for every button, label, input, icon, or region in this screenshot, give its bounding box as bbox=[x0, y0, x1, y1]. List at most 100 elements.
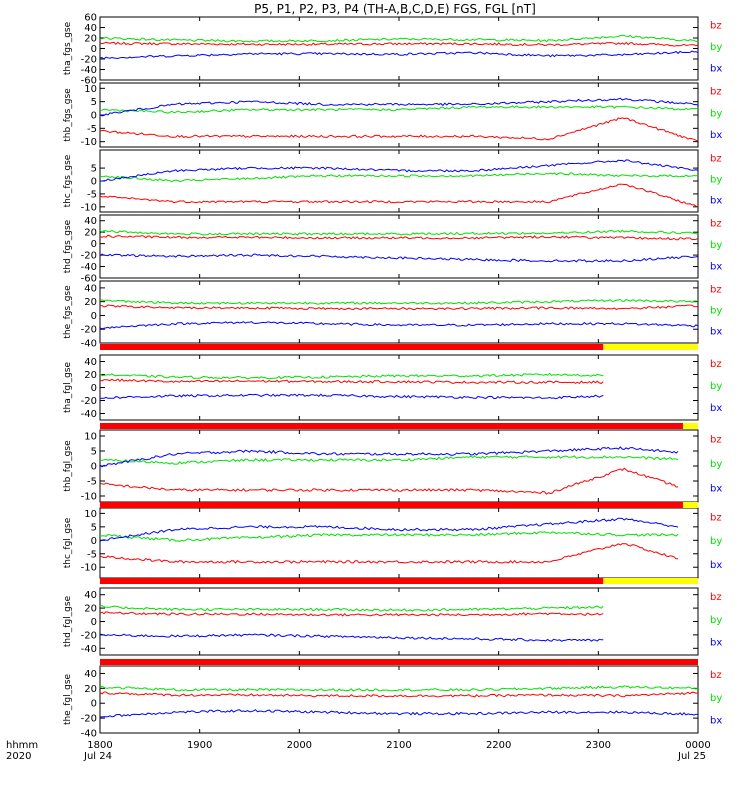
series-bx bbox=[99, 159, 699, 182]
series-by bbox=[99, 605, 604, 612]
y-tick-label: 20 bbox=[84, 684, 97, 695]
y-tick-label: -40 bbox=[81, 339, 97, 350]
y-tick-label: -5 bbox=[87, 549, 97, 560]
series-by bbox=[99, 172, 699, 183]
series-by bbox=[99, 372, 604, 380]
legend-bz: bz bbox=[710, 670, 722, 681]
y-tick-label: 0 bbox=[91, 239, 97, 250]
y-tick-label: -60 bbox=[81, 274, 97, 285]
mode-bar-red bbox=[100, 578, 604, 584]
series-bz bbox=[99, 611, 604, 617]
series-bz bbox=[99, 304, 699, 311]
y-tick-label: -5 bbox=[87, 477, 97, 488]
series-bx bbox=[99, 633, 604, 642]
mode-bar-yellow bbox=[603, 344, 698, 350]
y-tick-label: 40 bbox=[84, 283, 97, 294]
panel-the_fgl_gse: the_fgl_gse 40 20 0 -20 -40 bz by bx bbox=[63, 665, 722, 740]
y-tick-label: -10 bbox=[81, 563, 97, 574]
panels: tha_fgs_gse6040200-20-40-60bzbybxthb_fgs… bbox=[63, 13, 722, 740]
series-bx bbox=[99, 517, 679, 542]
y-tick-label: 20 bbox=[84, 228, 97, 239]
x-axis: hhmm 2020 Jul 24 Jul 25 1800 1900 2000 2100… bbox=[6, 740, 711, 762]
panel-thb_fgl_gse: thb_fgl_gse 10 5 0 -5 -10 bz by bx bbox=[63, 429, 722, 503]
legend-by: by bbox=[710, 536, 722, 547]
panel-ylabel: thc_fgs_gse bbox=[63, 154, 73, 207]
y-tick-label: 20 bbox=[84, 604, 97, 615]
legend-by: by bbox=[710, 693, 722, 704]
series-bx bbox=[99, 709, 699, 718]
x-date-right: Jul 25 bbox=[677, 751, 706, 762]
legend-by: by bbox=[710, 240, 722, 251]
panel-ylabel: thd_fgs_gse bbox=[63, 219, 73, 273]
y-tick-label: -20 bbox=[81, 630, 97, 641]
legend-bz: bz bbox=[710, 87, 722, 98]
panel-thd_fgl_gse: thd_fgl_gse 40 20 0 -20 -40 bz by bx bbox=[63, 587, 722, 656]
x-tick-label: 1800 bbox=[87, 740, 112, 751]
y-tick-label: 10 bbox=[84, 84, 97, 95]
series-bz bbox=[99, 183, 699, 208]
x-date-left: Jul 24 bbox=[83, 751, 112, 762]
mode-bar-yellow bbox=[603, 578, 698, 584]
y-tick-label: 0 bbox=[91, 44, 97, 55]
mode-bar-red bbox=[100, 502, 684, 508]
y-tick-label: 40 bbox=[84, 216, 97, 227]
legend-bz: bz bbox=[710, 219, 722, 230]
y-tick-label: -40 bbox=[81, 65, 97, 76]
x-corner-bottom: 2020 bbox=[6, 751, 31, 762]
panel-ylabel: the_fgl_gse bbox=[63, 673, 73, 725]
y-tick-label: 0 bbox=[91, 462, 97, 473]
series-bz bbox=[99, 467, 679, 495]
y-tick-label: -40 bbox=[81, 729, 97, 740]
y-tick-label: 20 bbox=[84, 297, 97, 308]
series-bz bbox=[99, 41, 699, 47]
legend-bz: bz bbox=[710, 435, 722, 446]
series-bx bbox=[99, 393, 604, 400]
legend-by: by bbox=[710, 615, 722, 626]
series-by bbox=[99, 455, 679, 465]
panel-ylabel: thd_fgl_gse bbox=[63, 595, 73, 647]
legend-by: by bbox=[710, 42, 722, 53]
y-tick-label: 0 bbox=[91, 617, 97, 628]
y-tick-label: -40 bbox=[81, 644, 97, 655]
legend-bx: bx bbox=[710, 560, 722, 571]
legend-bz: bz bbox=[710, 21, 722, 32]
series-bx bbox=[99, 446, 679, 468]
panel-frame bbox=[99, 16, 699, 81]
y-tick-label: 40 bbox=[84, 357, 97, 368]
legend-bz: bz bbox=[710, 512, 722, 523]
y-tick-label: 0 bbox=[91, 111, 97, 122]
mode-bars bbox=[100, 344, 698, 665]
legend-bx: bx bbox=[710, 196, 722, 207]
legend-by: by bbox=[710, 108, 722, 119]
chart-title: P5, P1, P2, P3, P4 (TH-A,B,C,D,E) FGS, F… bbox=[254, 2, 536, 16]
panel-thc_fgs_gse: thc_fgs_gse 5 0-5 -10 bz by bx bbox=[63, 149, 722, 213]
panel-frame bbox=[99, 280, 699, 344]
y-tick-label: 40 bbox=[84, 669, 97, 680]
y-tick-label: 10 bbox=[84, 509, 97, 520]
legend-bx: bx bbox=[710, 327, 722, 338]
mode-bar-red bbox=[100, 344, 604, 350]
panel-the_fgs_gse: the_fgs_gse 40 20 0 -20 -40 bz by bx bbox=[63, 280, 722, 350]
x-corner-top: hhmm bbox=[6, 740, 38, 751]
legend-bz: bz bbox=[710, 359, 722, 370]
y-tick-label: -20 bbox=[81, 251, 97, 262]
y-tick-label: -5 bbox=[87, 124, 97, 135]
panel-ylabel: tha_fgl_gse bbox=[63, 362, 73, 414]
y-tick-label: -20 bbox=[81, 396, 97, 407]
panel-thc_fgl_gse: thc_fgl_gse 10 5 0 -5 -10 bz by bx bbox=[63, 507, 722, 579]
series-bx bbox=[99, 50, 699, 60]
x-tick-label: 2000 bbox=[287, 740, 312, 751]
panel-ylabel: thb_fgs_gse bbox=[63, 88, 73, 142]
series-by bbox=[99, 685, 699, 692]
panel-ylabel: tha_fgs_gse bbox=[63, 21, 73, 75]
mode-bar-red bbox=[100, 659, 698, 665]
y-tick-label: 10 bbox=[84, 432, 97, 443]
y-tick-label: 0 bbox=[91, 536, 97, 547]
x-tick-label: 1900 bbox=[187, 740, 212, 751]
y-tick-label: 0 bbox=[91, 699, 97, 710]
x-tick-label: 0000 bbox=[685, 740, 710, 751]
series-bz bbox=[99, 543, 679, 564]
series-bz bbox=[99, 378, 604, 385]
legend-bx: bx bbox=[710, 403, 722, 414]
y-tick-label: 40 bbox=[84, 23, 97, 34]
